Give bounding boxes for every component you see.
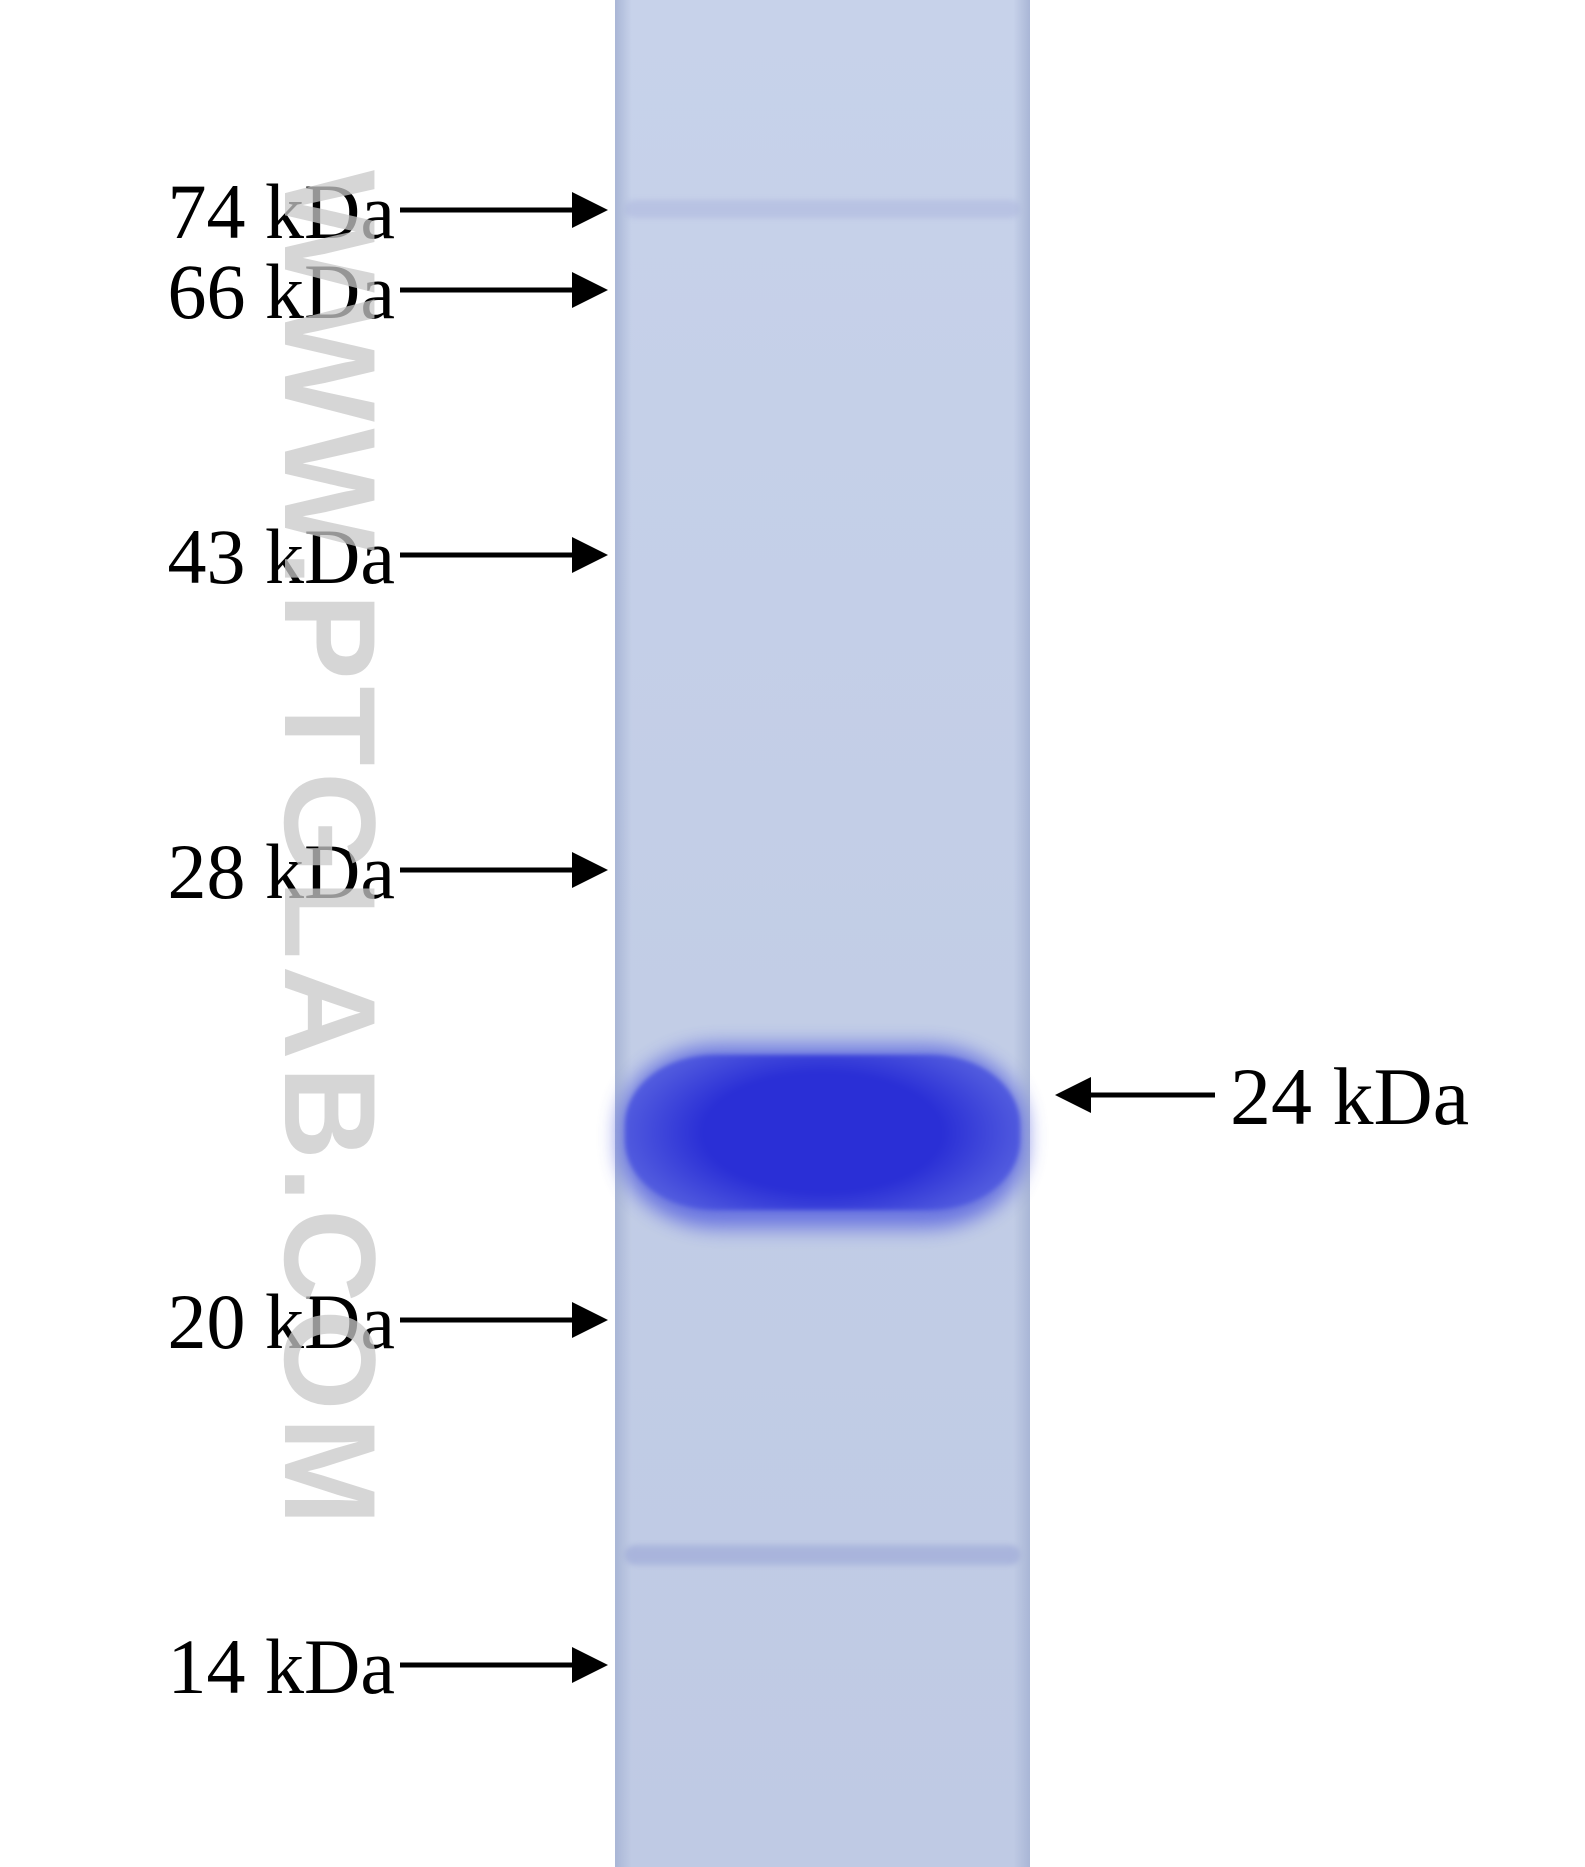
faint-band <box>625 200 1020 218</box>
gel-figure: 24 kDa 74 kDa66 kDa 43 kDa 28 kDa 20 kDa 14 k… <box>0 0 1585 1867</box>
ladder-label: 43 kDa <box>168 512 395 602</box>
sample-band <box>625 1055 1020 1210</box>
gel-lane <box>615 0 1030 1867</box>
ladder-label: 66 kDa <box>168 247 395 337</box>
faint-band <box>625 1545 1020 1565</box>
sample-band-label: 24 kDa <box>1230 1050 1469 1144</box>
ladder-label: 20 kDa <box>168 1277 395 1367</box>
ladder-label: 28 kDa <box>168 827 395 917</box>
ladder-label: 14 kDa <box>168 1622 395 1712</box>
ladder-label: 74 kDa <box>168 167 395 257</box>
